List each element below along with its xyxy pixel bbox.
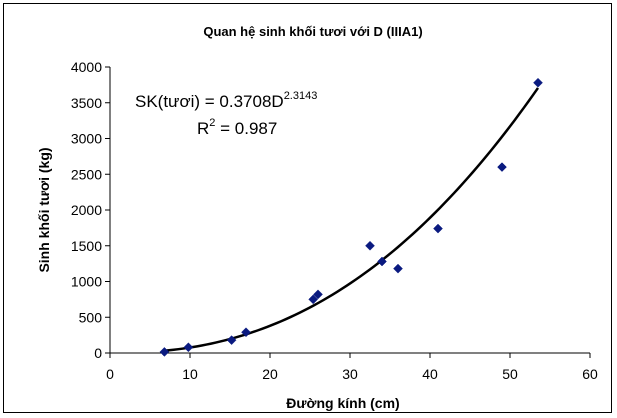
x-tick-label: 30: [342, 366, 358, 382]
y-tick-label: 3500: [71, 95, 102, 111]
x-tick-label: 0: [106, 366, 114, 382]
y-axis: 0 500 1000 1500 2000 2500 3000 3500 4000: [71, 59, 111, 361]
y-tick-label: 2500: [71, 166, 102, 182]
plot-area: [110, 67, 590, 353]
x-tick-label: 10: [182, 366, 198, 382]
data-point: [365, 240, 375, 251]
x-tick-label: 60: [582, 366, 598, 382]
equation-label: SK(tươi) = 0.3708D2.3143: [135, 90, 317, 111]
data-point: [159, 347, 170, 357]
data-point: [183, 342, 194, 353]
data-point: [377, 256, 387, 267]
y-tick-label: 2000: [71, 202, 102, 218]
data-point: [533, 77, 543, 88]
x-axis: 0 10 20 30 40 50 60: [106, 352, 598, 382]
r-squared-label: R2 = 0.987: [197, 117, 277, 138]
x-tick-label: 40: [422, 366, 438, 382]
data-point: [308, 294, 319, 305]
chart-title: Quan hệ sinh khối tươi với D (IIIA1): [203, 24, 422, 39]
data-points: [159, 77, 543, 357]
trendline: [164, 87, 540, 353]
data-point: [393, 263, 403, 274]
y-tick-label: 500: [79, 309, 103, 325]
y-tick-label: 3000: [71, 131, 102, 147]
data-point: [433, 223, 443, 234]
x-tick-label: 50: [502, 366, 518, 382]
data-point: [226, 335, 237, 345]
y-tick-label: 1500: [71, 238, 102, 254]
y-tick-label: 4000: [71, 59, 102, 75]
x-tick-label: 20: [262, 366, 278, 382]
y-axis-title: Sinh khối tươi (kg): [36, 147, 52, 272]
x-axis-title: Đường kính (cm): [286, 395, 399, 411]
data-point: [241, 327, 251, 338]
y-tick-label: 0: [94, 345, 102, 361]
y-tick-label: 1000: [71, 274, 102, 290]
data-point: [497, 162, 507, 172]
data-point: [313, 289, 323, 300]
